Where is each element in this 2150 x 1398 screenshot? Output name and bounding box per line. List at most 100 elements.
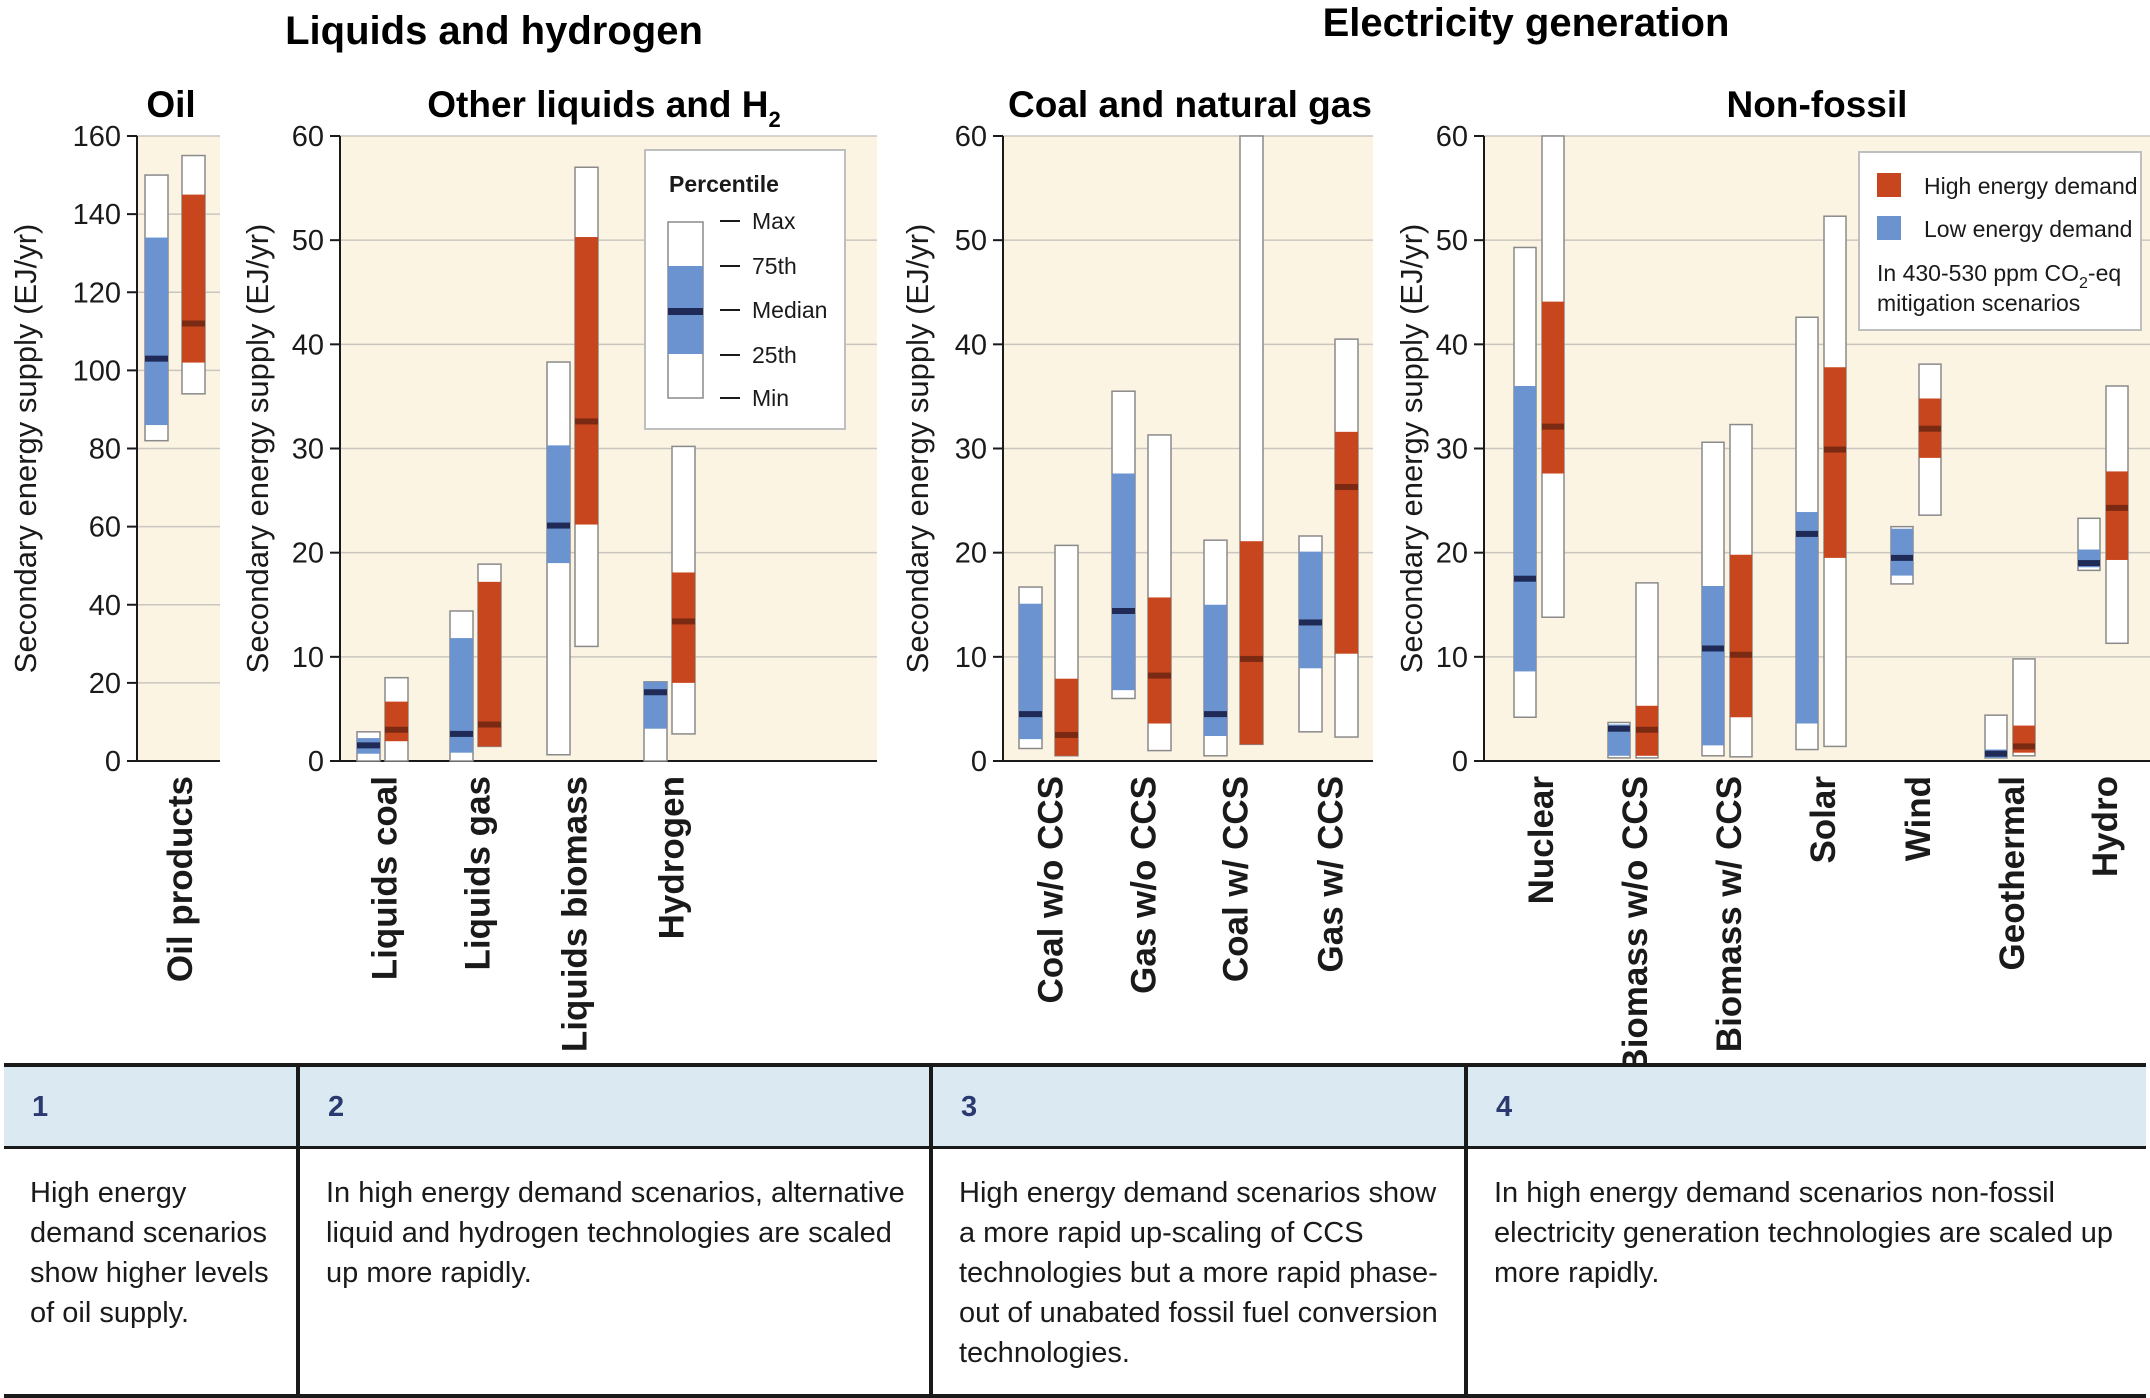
high-median-line [385,726,408,733]
y-axis-label: Secondary energy supply (EJ/yr) [8,224,43,674]
category-label: Gas w/o CCS [1125,776,1164,994]
scenario-note-line2: mitigation scenarios [1877,290,2080,316]
low-median-line [1204,711,1227,718]
category-biomass-w-o-ccs: Biomass w/o CCS [1607,582,1659,1063]
category-label: Geothermal [1993,776,2032,971]
high-demand-swatch [1877,173,1901,197]
category-label: Nuclear [1522,776,1561,905]
y-tick-label: 60 [1436,121,1468,153]
y-tick-label: 40 [89,590,121,622]
category-label: Liquids coal [366,776,405,980]
category-label: Hydrogen [653,776,692,939]
category-label: Oil products [161,776,200,982]
y-axis-label: Secondary energy supply (EJ/yr) [240,224,275,674]
percentile-label-25th: 25th [752,342,797,368]
low-median-line [1299,619,1322,626]
scenario-note-text: In 430-530 ppm CO [1877,260,2079,286]
panel-title: Oil [146,84,195,125]
y-tick-label: 0 [1452,746,1468,778]
low-median-line [450,730,473,737]
low-iqr-box [1514,386,1536,672]
low-iqr-box [450,638,473,753]
low-median-line [644,689,667,696]
y-tick-label: 0 [105,746,121,778]
y-tick-label: 10 [1436,642,1468,674]
category-label: Solar [1804,776,1843,864]
low-median-line [1514,575,1536,582]
high-iqr-box [385,701,408,742]
high-median-line [182,320,205,327]
low-iqr-box [1112,473,1135,691]
y-tick-label: 30 [955,434,987,466]
low-iqr-box [1608,724,1630,756]
percentile-legend-labels: Max 75th Median 25th Min [720,208,827,411]
note-number: 2 [300,1067,929,1149]
high-median-line [1636,726,1658,733]
y-tick-label: 20 [1436,538,1468,570]
high-iqr-box [1730,554,1752,718]
note-column-4: 4 In high energy demand scenarios non-fo… [1464,1067,2146,1394]
panel-oil: 0 20 40 60 80 100 120 140 160 Secondary energy su… [8,84,220,982]
high-median-line [1730,651,1752,658]
high-median-line [672,618,695,625]
high-demand-label: High energy demand [1924,173,2138,199]
category-biomass-w-ccs: Biomass w/ CCS [1701,423,1753,1052]
high-median-line [2013,743,2035,750]
low-iqr-box [1204,604,1227,736]
panel-title: Other liquids and H2 [427,84,781,132]
low-demand-swatch [1877,216,1901,240]
group-title-liquids: Liquids and hydrogen [285,9,703,53]
high-median-line [1919,425,1941,432]
low-iqr-box [1702,586,1724,746]
scenario-note-subscript: 2 [2079,275,2088,292]
y-tick-label: 30 [1436,434,1468,466]
category-hydrogen: Hydrogen [643,445,696,939]
panel-title-subscript: 2 [769,107,781,132]
panel-title-text: Oil [146,84,195,125]
scenario-legend-frame [1858,151,2142,331]
high-iqr-box [2106,471,2128,560]
high-median-line [1148,672,1171,679]
low-median-line [1608,725,1630,732]
high-iqr-box [1148,597,1171,724]
low-median-line [547,522,570,529]
y-tick-label: 50 [955,225,987,257]
category-gas-w-o-ccs: Gas w/o CCS [1111,390,1172,994]
high-iqr-box [182,194,205,363]
high-iqr-box [1335,431,1358,654]
y-axis-label: Secondary energy supply (EJ/yr) [900,224,935,674]
percentile-label-min: Min [752,385,789,411]
y-tick-label: 100 [73,355,121,387]
y-tick-label: 30 [292,434,324,466]
low-median-line [1019,711,1042,718]
figure: Liquids and hydrogen Electricity generat… [8,1,2150,1063]
category-label: Wind [1899,776,1938,861]
low-median-line [1985,750,2007,757]
low-median-line [145,355,168,362]
note-number: 1 [4,1067,296,1149]
note-text: In high energy demand scenarios non-foss… [1494,1177,2114,1289]
category-label: Coal w/o CCS [1032,776,1071,1004]
note-column-2: 2 In high energy demand scenarios, alter… [296,1067,929,1394]
low-iqr-box [1019,603,1042,740]
low-iqr-box [145,237,168,426]
percentile-label-median: Median [752,297,827,323]
low-median-line [1796,530,1818,537]
high-median-line [1542,423,1564,430]
category-label: Biomass w/ CCS [1710,776,1749,1052]
category-oil-products: Oil products [144,154,206,982]
high-iqr-box [575,237,598,525]
high-median-line [1055,731,1078,738]
scenario-legend: High energy demand Low energy demand In … [1858,151,2142,331]
category-coal-w-ccs: Coal w/ CCS [1203,135,1264,982]
low-median-line [1702,645,1724,652]
y-tick-label: 0 [308,746,324,778]
panel-title-text: Non-fossil [1727,84,1908,125]
high-median-line [1335,484,1358,491]
note-number: 3 [933,1067,1464,1149]
percentile-legend-title: Percentile [669,171,779,197]
y-tick-label: 20 [89,668,121,700]
category-coal-w-o-ccs: Coal w/o CCS [1018,544,1079,1004]
low-iqr-box [547,445,570,564]
percentile-legend: Percentile Max 75th Median 25th Min [644,149,846,430]
